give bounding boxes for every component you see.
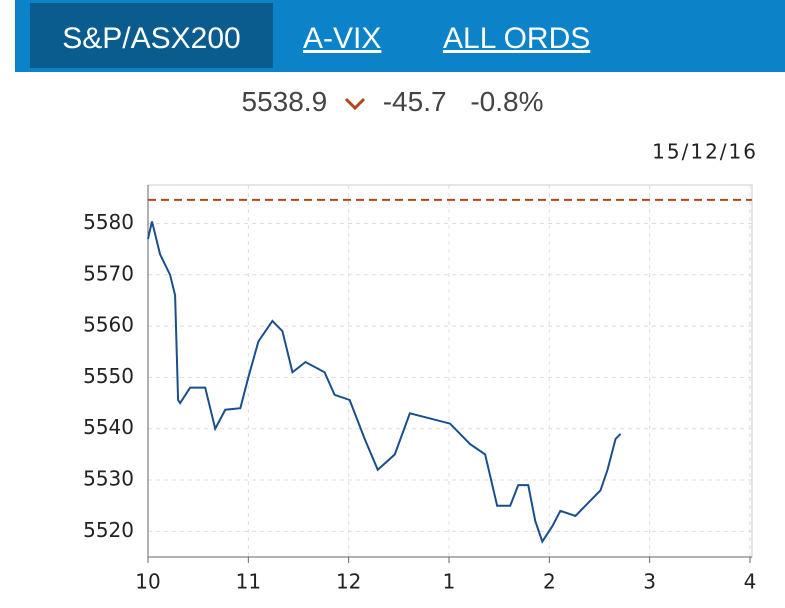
last-price: 5538.9 [241, 86, 328, 117]
percent-change: -0.8% [470, 86, 544, 117]
price-line [147, 221, 622, 544]
x-tick-label: 1 [443, 570, 456, 594]
y-tick-label: 5540 [83, 415, 134, 439]
y-tick-label: 5550 [83, 364, 134, 388]
y-tick-label: 5570 [83, 261, 134, 285]
x-tick-label: 11 [236, 570, 261, 594]
tab-active[interactable]: S&P/ASX200 [30, 3, 273, 68]
plot-area [147, 184, 753, 558]
x-tick-label: 4 [744, 570, 757, 594]
tab-link[interactable]: ALL ORDS [443, 22, 591, 55]
x-tick-label: 10 [135, 570, 160, 594]
x-tick-label: 12 [336, 570, 361, 594]
change: -45.7 [382, 86, 447, 117]
tab-link[interactable]: A-VIX [303, 22, 382, 55]
y-tick-label: 5560 [83, 313, 134, 337]
y-tick-label: 5580 [83, 210, 134, 234]
quote: 5538.9 -45.7 -0.8% [0, 86, 785, 118]
y-tick-label: 5520 [83, 518, 134, 542]
y-tick-label: 5530 [83, 467, 134, 491]
down-arrow [344, 97, 365, 110]
date: 15/12/16 [652, 140, 758, 164]
x-tick-label: 2 [543, 570, 556, 594]
x-tick-label: 3 [643, 570, 656, 594]
